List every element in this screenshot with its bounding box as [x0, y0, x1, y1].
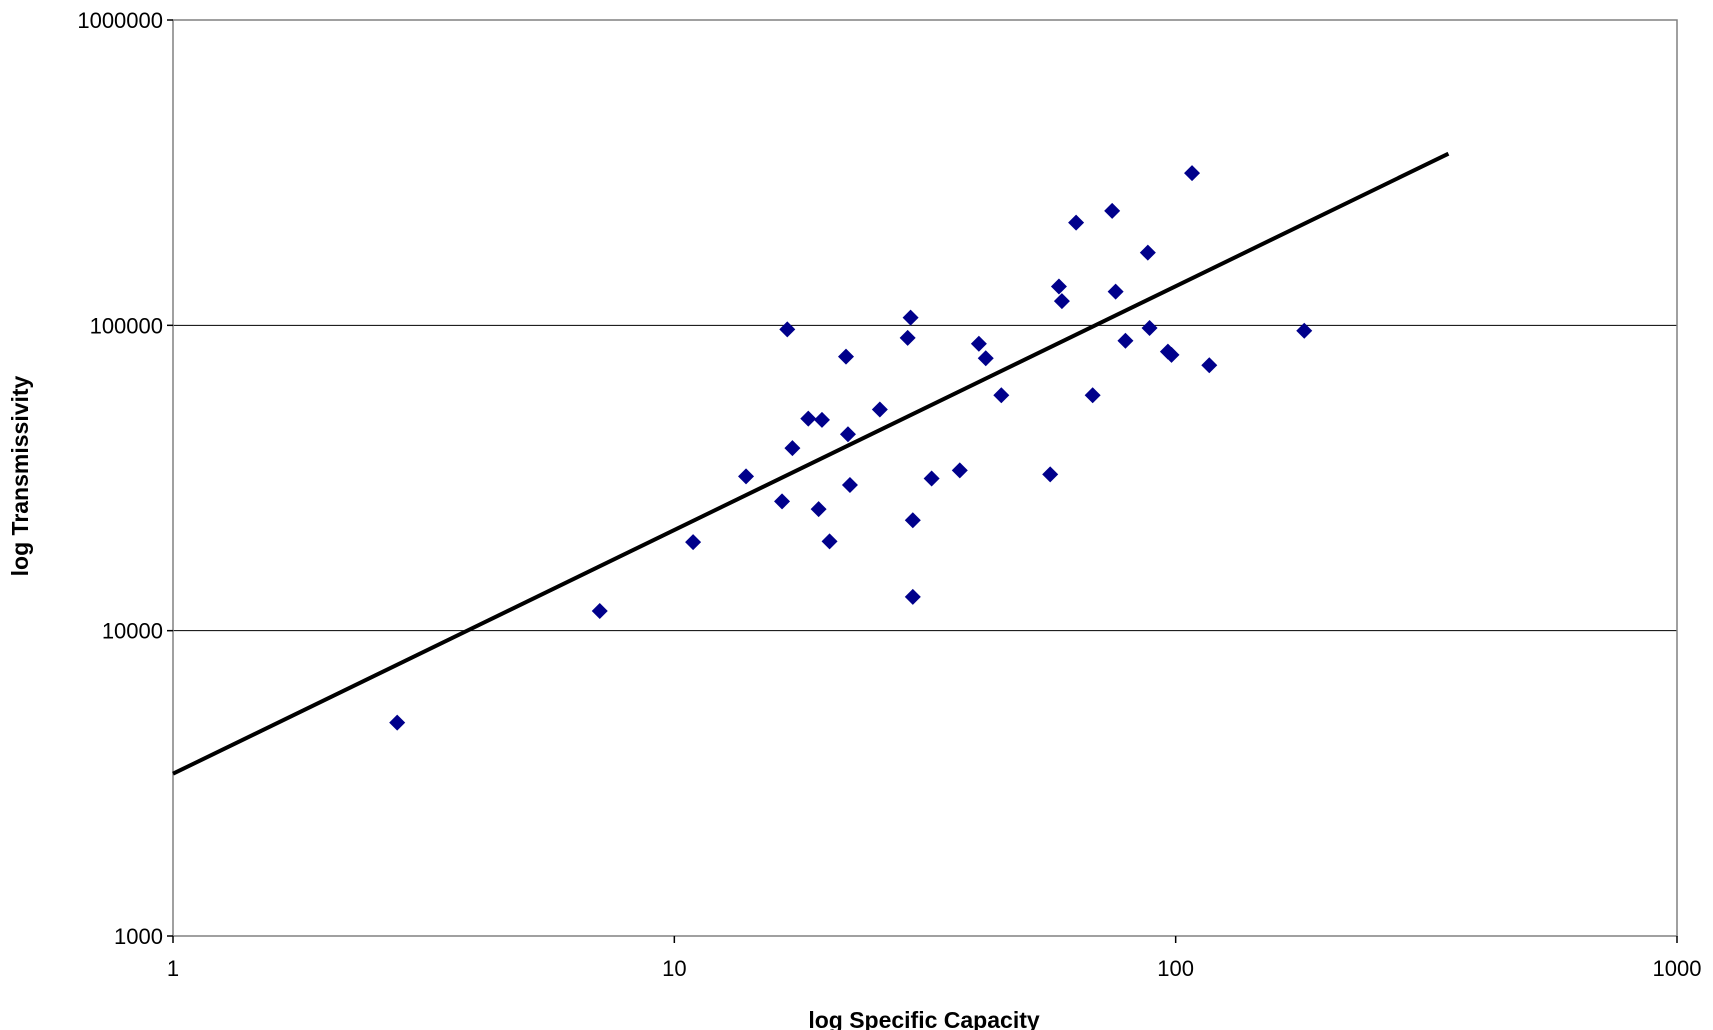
data-point [1139, 244, 1156, 261]
y-axis-title: log Transmissivity [7, 375, 33, 576]
data-point [784, 440, 801, 457]
data-point [1042, 466, 1059, 483]
data-point [1296, 322, 1313, 339]
data-point [993, 387, 1010, 404]
data-point [1050, 278, 1067, 295]
data-point [779, 321, 796, 338]
y-tick-label: 100000 [90, 313, 163, 338]
gridlines [173, 324, 1677, 632]
data-point [902, 309, 919, 326]
x-axis-tick-labels: 1 10 100 1000 [167, 956, 1702, 981]
data-point [904, 588, 921, 605]
trendline [172, 151, 1450, 776]
data-point [810, 501, 827, 518]
data-point [1117, 332, 1134, 349]
data-point [839, 426, 856, 443]
data-point [899, 329, 916, 346]
y-axis-ticks [167, 19, 173, 937]
data-point [1141, 320, 1158, 337]
data-point [904, 512, 921, 529]
data-point [389, 714, 406, 731]
data-point [813, 411, 830, 428]
data-point [774, 493, 791, 510]
data-point [1107, 283, 1124, 300]
data-point [738, 468, 755, 485]
y-tick-label: 10000 [102, 619, 163, 644]
x-axis-ticks [172, 936, 1678, 943]
data-point [821, 533, 838, 550]
data-point [1184, 165, 1201, 182]
data-point [951, 462, 968, 479]
data-point [838, 348, 855, 365]
data-point [841, 476, 858, 493]
data-point [591, 602, 608, 619]
y-tick-label: 1000000 [77, 8, 163, 33]
data-point [1201, 357, 1218, 374]
y-tick-label: 1000 [114, 924, 163, 949]
data-point [1104, 202, 1121, 219]
x-tick-label: 1000 [1653, 956, 1702, 981]
x-axis-title: log Specific Capacity [808, 1007, 1040, 1030]
x-tick-label: 10 [662, 956, 686, 981]
y-axis-tick-labels: 1000 10000 100000 1000000 [77, 8, 163, 949]
data-point [970, 335, 987, 352]
plot-area-border [172, 19, 1678, 937]
data-point [1163, 346, 1180, 363]
data-point [923, 470, 940, 487]
data-point [977, 350, 994, 367]
data-point [1084, 387, 1101, 404]
data-points [389, 165, 1313, 731]
data-point [871, 401, 888, 418]
data-point [800, 410, 817, 427]
x-tick-label: 1 [167, 956, 179, 981]
data-point [1053, 293, 1070, 310]
x-tick-label: 100 [1157, 956, 1194, 981]
data-point [685, 534, 702, 551]
data-point [1068, 214, 1085, 231]
